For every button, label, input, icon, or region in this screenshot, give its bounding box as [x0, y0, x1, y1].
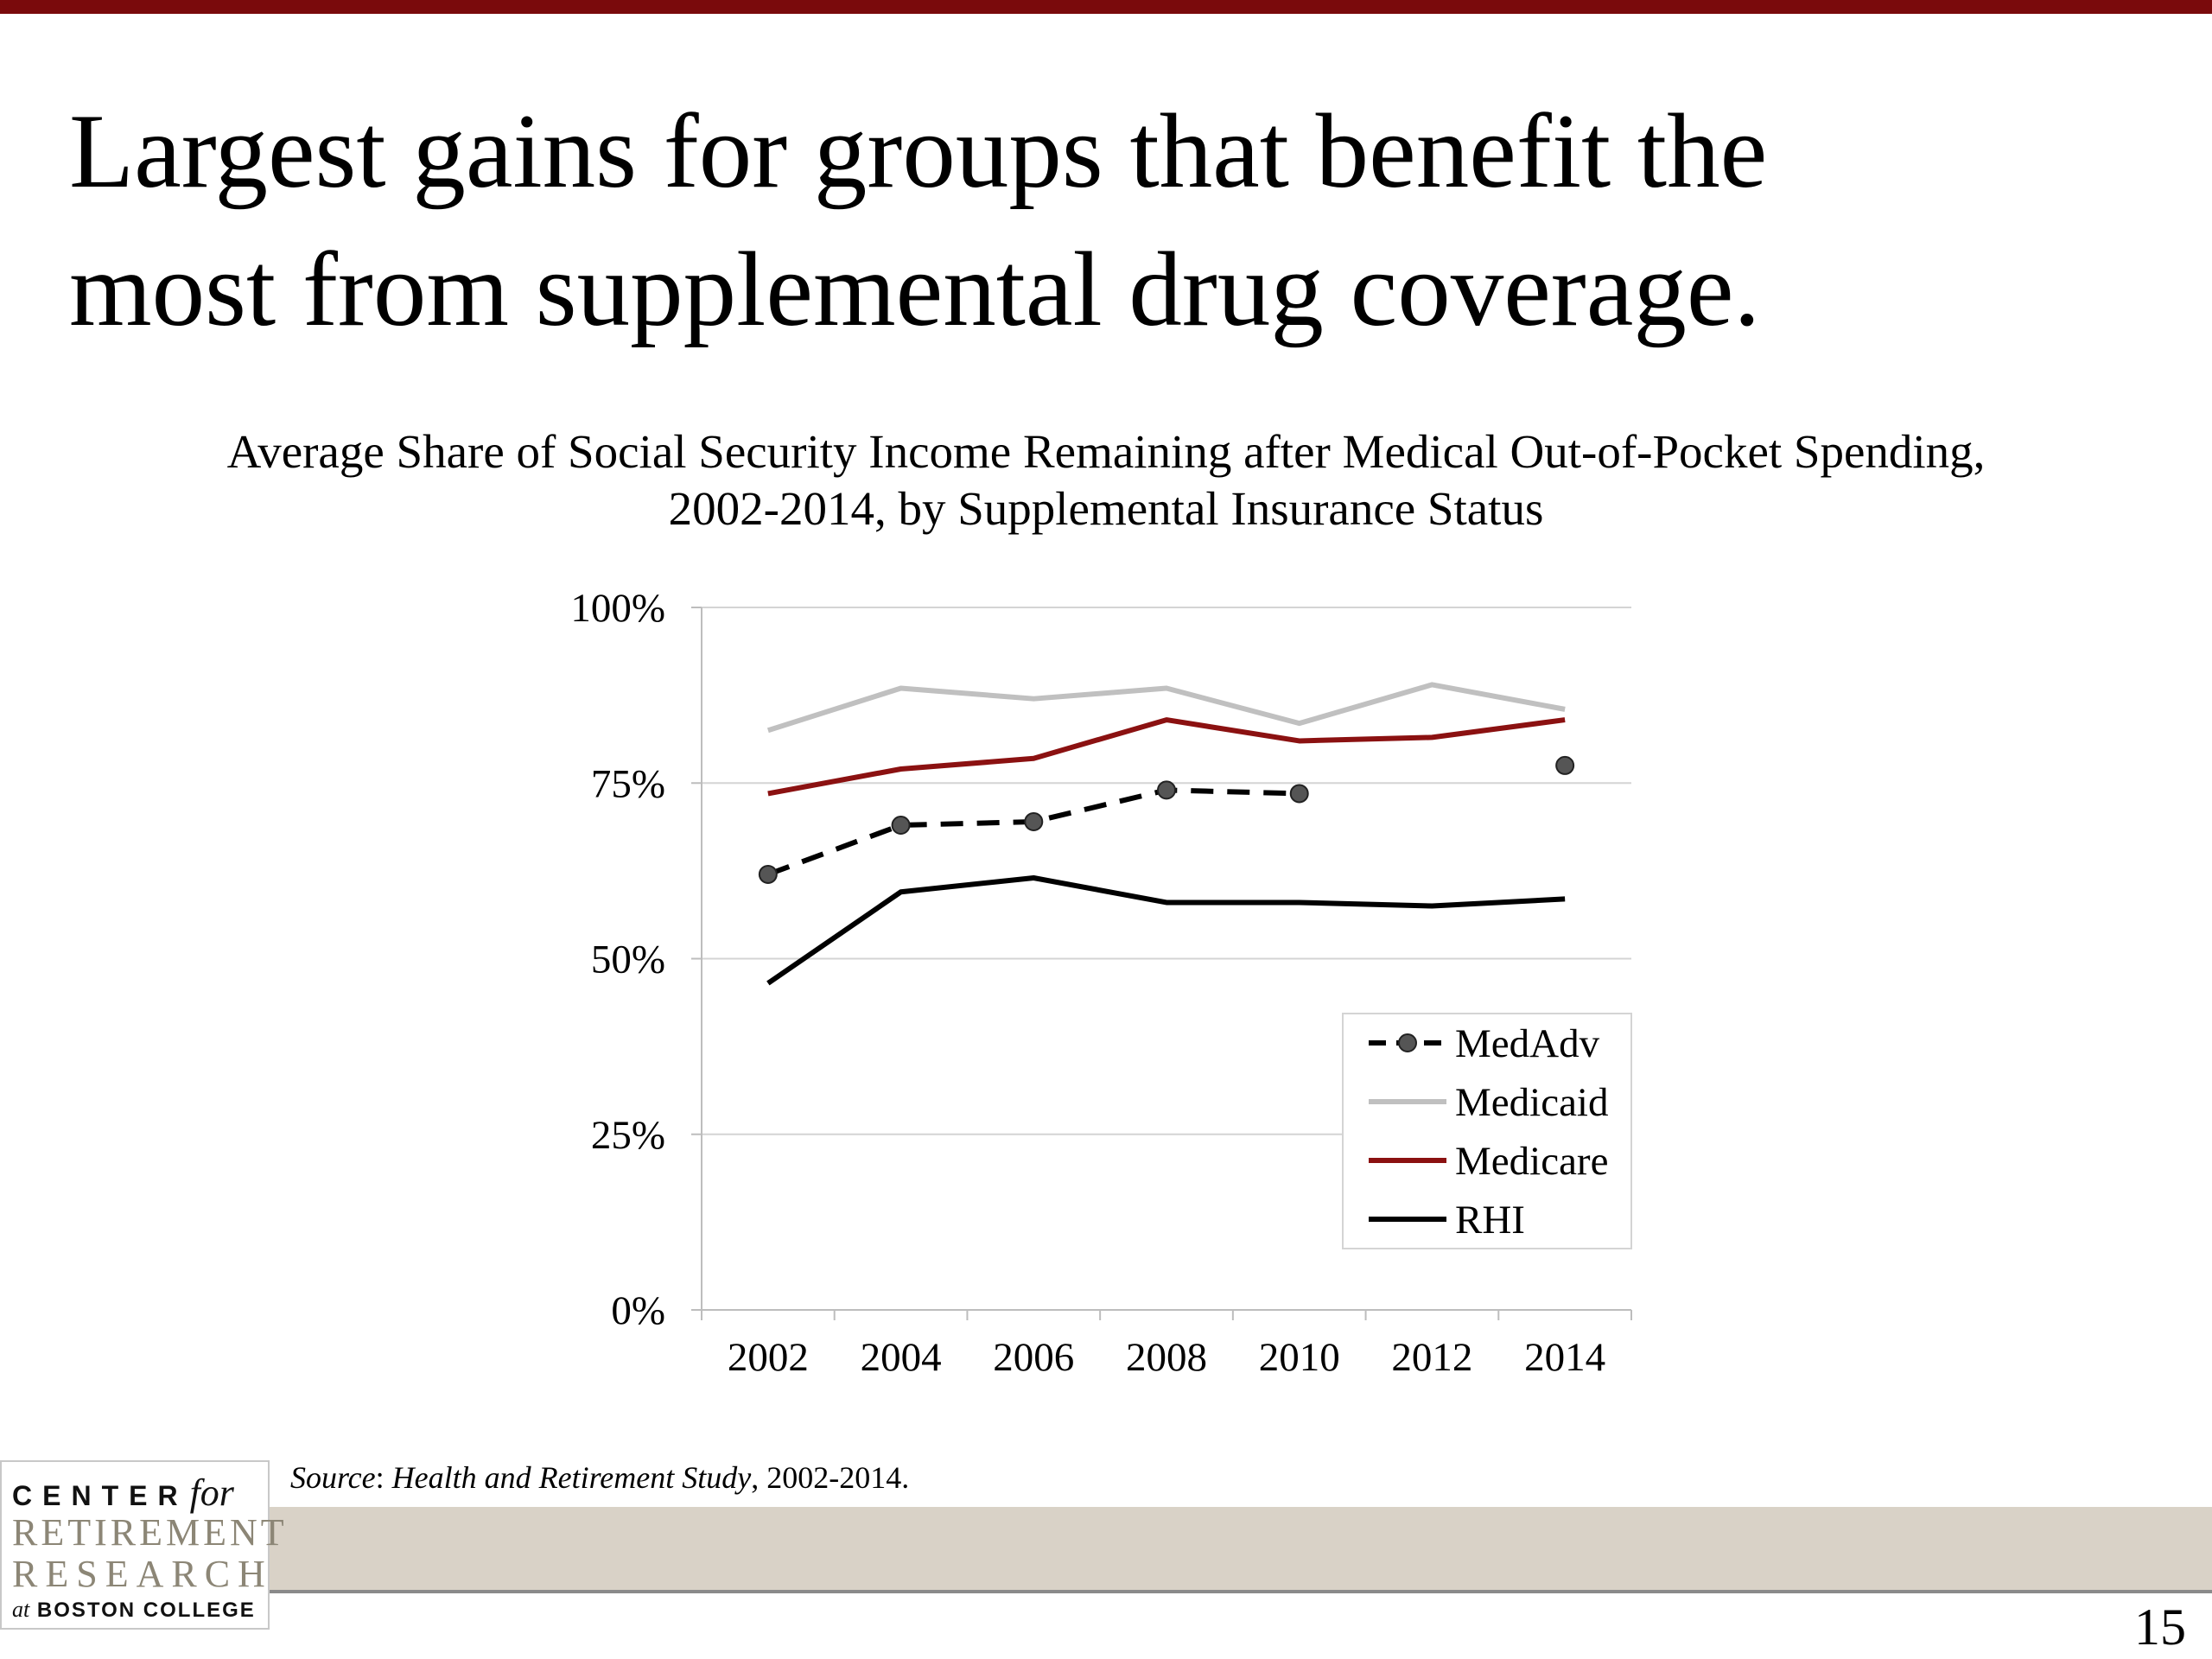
logo-line-center: CENTERfor	[12, 1471, 234, 1515]
series-lines	[758, 682, 1575, 986]
source-label: Source	[290, 1460, 376, 1495]
point-medadv-2006	[1024, 811, 1044, 831]
legend: MedAdv Medicaid Medicare RHI	[1342, 1013, 1632, 1249]
line-chart: 0% 25% 50% 75% 100% 2002 2004 2006 2008 2010 2012 2…	[570, 586, 1632, 1380]
point-medadv-2002	[758, 864, 778, 884]
legend-marker-medadv	[1398, 1033, 1417, 1052]
series-line-rhi	[766, 875, 1566, 986]
source-separator: :	[375, 1460, 392, 1495]
x-tick-label: 2008	[1126, 1335, 1207, 1380]
axes: 0% 25% 50% 75% 100% 2002 2004 2006 2008 2010 2012 2…	[570, 586, 1632, 1380]
x-tick-label: 2010	[1259, 1335, 1340, 1380]
series-line-medicaid	[766, 682, 1566, 734]
source-study: Health and Retirement Study	[391, 1460, 752, 1495]
logo-line-boston-college: at BOSTON COLLEGE	[12, 1597, 256, 1623]
y-tick-label: 25%	[591, 1113, 665, 1158]
slide-title-line-1: Largest gains for groups that benefit th…	[69, 92, 1768, 210]
footer-divider	[270, 1590, 2212, 1593]
series-line-medicare	[767, 717, 1566, 797]
page-number: 15	[2134, 1599, 2186, 1656]
legend-label-medicaid: Medicaid	[1455, 1080, 1609, 1125]
x-tick-label: 2004	[861, 1335, 942, 1380]
legend-label-rhi: RHI	[1455, 1198, 1525, 1243]
legend-box	[1342, 1013, 1632, 1249]
y-tick-label: 100%	[570, 586, 665, 631]
x-tick-label: 2014	[1524, 1335, 1605, 1380]
y-tick-label: 75%	[591, 761, 665, 806]
logo-line-retirement: RETIREMENT	[12, 1511, 288, 1554]
slide-title-line-2: most from supplemental drug coverage.	[69, 230, 1761, 348]
logo-boston-college-text: BOSTON COLLEGE	[36, 1599, 256, 1622]
legend-label-medadv: MedAdv	[1455, 1021, 1600, 1066]
logo-at-text: at	[12, 1597, 30, 1622]
y-tick-label: 50%	[591, 938, 665, 982]
x-tick-label: 2012	[1391, 1335, 1472, 1380]
source-note: Source: Health and Retirement Study, 200…	[290, 1459, 909, 1497]
point-medadv-2014	[1555, 755, 1575, 775]
chart-title: Average Share of Social Security Income …	[138, 423, 2074, 537]
point-medadv-2008	[1157, 780, 1176, 800]
footer-band	[270, 1507, 2212, 1590]
logo-line-research: RESEARCH	[12, 1553, 273, 1595]
chart-title-line-2: 2002-2014, by Supplemental Insurance Sta…	[668, 482, 1544, 535]
point-medadv-2010	[1289, 784, 1309, 804]
chart-title-line-1: Average Share of Social Security Income …	[226, 425, 1986, 478]
logo-for-text: for	[189, 1471, 234, 1514]
x-tick-label: 2002	[728, 1335, 809, 1380]
slide-title: Largest gains for groups that benefit th…	[69, 82, 2143, 359]
top-accent-bar	[0, 0, 2212, 14]
point-medadv-2004	[891, 816, 911, 836]
logo-center-text: CENTER	[12, 1480, 188, 1511]
x-tick-label: 2006	[993, 1335, 1074, 1380]
y-tick-label: 0%	[611, 1288, 665, 1333]
series-line-medadv	[766, 787, 1300, 877]
source-years: , 2002-2014.	[751, 1460, 910, 1495]
crr-logo: CENTERfor RETIREMENT RESEARCH at BOSTON …	[0, 1460, 284, 1630]
legend-label-medicare: Medicare	[1455, 1139, 1608, 1184]
